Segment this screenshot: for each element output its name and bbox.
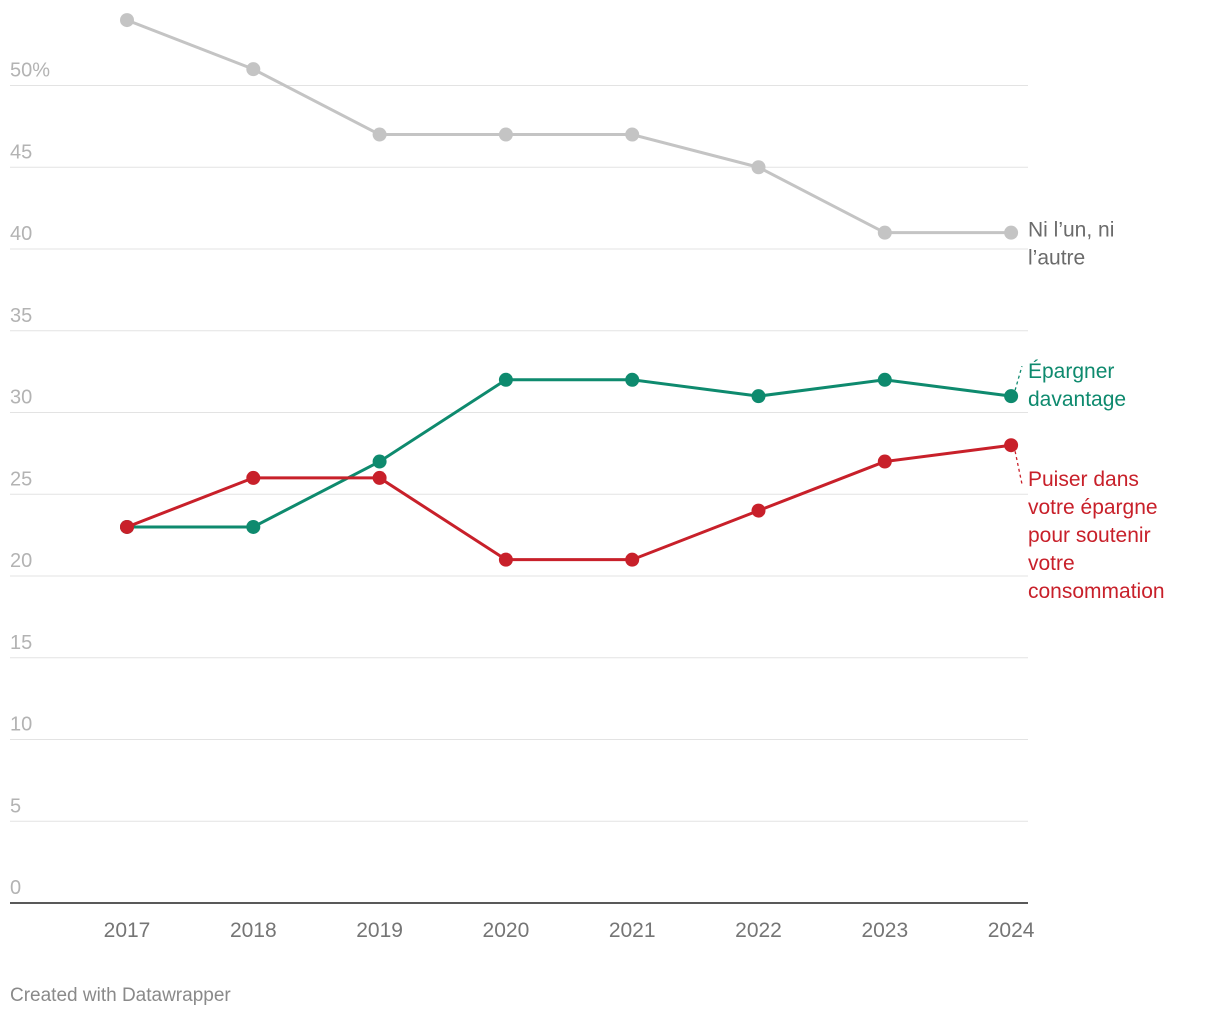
y-tick-label: 25 [10, 468, 32, 490]
y-tick-label: 30 [10, 387, 32, 409]
label-connector [1014, 451, 1023, 485]
data-point [498, 372, 513, 387]
data-point [751, 160, 766, 175]
series-label-line: l’autre [1028, 247, 1085, 270]
y-tick-label: 10 [10, 714, 32, 736]
footer-credit: Created with Datawrapper [10, 985, 231, 1006]
data-point [246, 62, 261, 77]
data-point [120, 519, 134, 534]
y-tick-label: 35 [10, 305, 32, 327]
data-point [877, 454, 892, 469]
series-line-1 [127, 378, 1012, 529]
data-point [372, 127, 387, 142]
y-tick-label: 5 [10, 795, 21, 817]
data-point [498, 127, 513, 142]
y-tick-label: 20 [10, 550, 32, 572]
series-label-2: Puiser dans votre épargne pour soutenir vot… [1028, 468, 1165, 603]
series-label-line: votre épargne [1028, 496, 1158, 519]
series-label-line: votre [1028, 552, 1075, 575]
data-point [751, 389, 766, 404]
data-point [625, 372, 640, 387]
series-label-line: davantage [1028, 388, 1126, 411]
x-tick-label: 2017 [104, 919, 151, 942]
series-line-0 [126, 18, 1012, 235]
x-tick-label: 2019 [356, 919, 403, 942]
series-label-line: Ni l’un, ni [1028, 219, 1114, 242]
x-tick-label: 2022 [735, 919, 782, 942]
x-tick-label: 2018 [230, 919, 277, 942]
data-point [246, 519, 261, 534]
series-line-2 [126, 443, 1012, 562]
series-label-line: Puiser dans [1028, 468, 1139, 491]
x-tick-label: 2021 [609, 919, 656, 942]
data-point [1004, 389, 1019, 404]
data-point [625, 127, 640, 142]
data-point [372, 454, 387, 469]
data-point [1004, 225, 1019, 240]
y-tick-label: 40 [10, 223, 32, 245]
x-tick-label: 2023 [861, 919, 908, 942]
data-point [625, 552, 640, 567]
data-point [498, 552, 513, 567]
data-point [751, 503, 766, 518]
series-label-0: Ni l’un, ni l’autre [1028, 219, 1114, 270]
data-point [372, 470, 387, 485]
label-connector [1014, 365, 1023, 391]
x-tick-label: 2020 [483, 919, 530, 942]
x-tick-label: 2024 [988, 919, 1035, 942]
y-tick-label: 15 [10, 632, 32, 654]
y-tick-label: 45 [10, 141, 32, 163]
series-label-line: consommation [1028, 580, 1165, 603]
y-tick-label: 50% [10, 60, 50, 82]
series-label-line: pour soutenir [1028, 524, 1151, 547]
y-tick-label: 0 [10, 877, 21, 899]
data-point [120, 13, 134, 28]
data-point [246, 470, 261, 485]
data-point [1004, 438, 1019, 453]
data-point [877, 372, 892, 387]
data-point [877, 225, 892, 240]
series-label-line: Épargner [1028, 360, 1114, 383]
series-label-1: Épargner davantage [1028, 360, 1126, 411]
